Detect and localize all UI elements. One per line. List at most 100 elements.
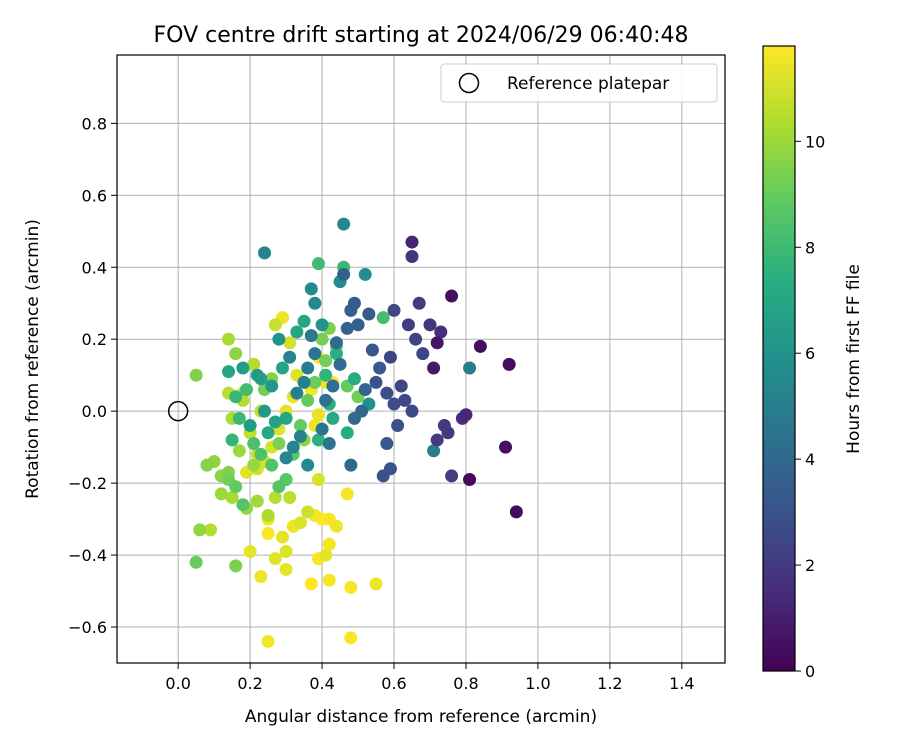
data-point bbox=[272, 332, 286, 346]
data-point bbox=[416, 347, 430, 361]
colorbar: 0 2 4 6 8 10 Hours from first FF file bbox=[762, 45, 864, 681]
data-point bbox=[344, 458, 358, 472]
colorbar-tick-label: 4 bbox=[805, 450, 815, 469]
x-tick-label: 1.4 bbox=[669, 674, 694, 693]
data-point bbox=[229, 347, 243, 361]
data-point bbox=[275, 361, 289, 375]
data-point bbox=[358, 383, 372, 397]
y-tick-label: 0.2 bbox=[82, 330, 107, 349]
data-point bbox=[434, 325, 448, 339]
data-point bbox=[369, 577, 383, 591]
data-point bbox=[319, 354, 333, 368]
data-point bbox=[200, 458, 214, 472]
data-point bbox=[247, 357, 261, 371]
data-point bbox=[261, 426, 275, 440]
data-point bbox=[222, 332, 236, 346]
data-point bbox=[247, 458, 261, 472]
x-axis-label: Angular distance from reference (arcmin) bbox=[245, 707, 597, 727]
data-point bbox=[250, 368, 264, 382]
data-point bbox=[265, 458, 279, 472]
data-point bbox=[304, 577, 318, 591]
y-axis-label: Rotation from reference (arcmin) bbox=[23, 219, 43, 499]
data-point bbox=[315, 332, 329, 346]
data-point bbox=[229, 559, 243, 573]
data-point bbox=[261, 526, 275, 540]
data-point bbox=[315, 422, 329, 436]
x-tick-label: 1.0 bbox=[525, 674, 550, 693]
y-tick-label: 0.6 bbox=[82, 186, 107, 205]
data-point bbox=[365, 343, 379, 357]
data-point bbox=[362, 307, 376, 321]
colorbar-tick-label: 0 bbox=[805, 662, 815, 681]
data-point bbox=[254, 570, 268, 584]
data-point bbox=[358, 267, 372, 281]
legend: Reference platepar bbox=[440, 63, 718, 103]
data-point bbox=[254, 447, 268, 461]
data-point bbox=[297, 375, 311, 389]
colorbar-gradient bbox=[762, 45, 796, 672]
data-point bbox=[322, 437, 336, 451]
chart-title: FOV centre drift starting at 2024/06/29 … bbox=[154, 23, 689, 48]
data-point bbox=[293, 419, 307, 433]
data-point bbox=[373, 361, 387, 375]
data-point bbox=[401, 318, 415, 332]
data-point bbox=[304, 329, 318, 343]
y-tick-label: −0.2 bbox=[68, 474, 107, 493]
data-point bbox=[463, 361, 477, 375]
data-point bbox=[347, 296, 361, 310]
colorbar-tick-label: 2 bbox=[805, 556, 815, 575]
data-point bbox=[279, 411, 293, 425]
data-point bbox=[308, 296, 322, 310]
data-point bbox=[275, 530, 289, 544]
plot-frame bbox=[116, 54, 726, 664]
x-axis-ticks: 0.0 0.2 0.4 0.6 0.8 1.0 1.2 1.4 bbox=[165, 663, 695, 693]
data-point bbox=[398, 393, 412, 407]
data-point bbox=[427, 444, 441, 458]
data-point bbox=[322, 537, 336, 551]
data-point bbox=[250, 494, 264, 508]
y-tick-label: 0.4 bbox=[82, 258, 107, 277]
data-point bbox=[268, 318, 282, 332]
reference-platepar-marker bbox=[167, 400, 189, 422]
data-point bbox=[315, 318, 329, 332]
x-tick-label: 0.0 bbox=[165, 674, 190, 693]
data-point bbox=[308, 347, 322, 361]
data-point bbox=[430, 336, 444, 350]
data-point bbox=[423, 318, 437, 332]
data-point bbox=[193, 523, 207, 537]
data-point bbox=[189, 368, 203, 382]
data-point bbox=[290, 325, 304, 339]
data-point bbox=[430, 433, 444, 447]
y-tick-label: 0.8 bbox=[82, 114, 107, 133]
y-tick-label: −0.4 bbox=[68, 546, 107, 565]
data-point bbox=[204, 523, 218, 537]
data-point bbox=[329, 519, 343, 533]
data-point bbox=[427, 361, 441, 375]
colorbar-label: Hours from first FF file bbox=[844, 264, 864, 454]
data-point bbox=[214, 487, 228, 501]
data-point bbox=[340, 487, 354, 501]
data-point bbox=[308, 375, 322, 389]
data-point bbox=[261, 508, 275, 522]
data-point bbox=[463, 473, 477, 487]
data-point bbox=[301, 505, 315, 519]
data-point bbox=[499, 440, 513, 454]
data-point bbox=[243, 419, 257, 433]
data-point bbox=[240, 383, 254, 397]
legend-open-circle-icon bbox=[458, 72, 480, 94]
data-point bbox=[258, 404, 272, 418]
data-point bbox=[502, 357, 516, 371]
data-point bbox=[437, 419, 451, 433]
data-point bbox=[301, 361, 315, 375]
data-point bbox=[268, 552, 282, 566]
data-point bbox=[405, 249, 419, 263]
data-point bbox=[394, 379, 408, 393]
data-point bbox=[247, 437, 261, 451]
data-point bbox=[286, 440, 300, 454]
grid-lines bbox=[117, 55, 725, 663]
x-tick-label: 0.8 bbox=[453, 674, 478, 693]
reference-marker bbox=[167, 400, 189, 422]
data-point bbox=[272, 480, 286, 494]
